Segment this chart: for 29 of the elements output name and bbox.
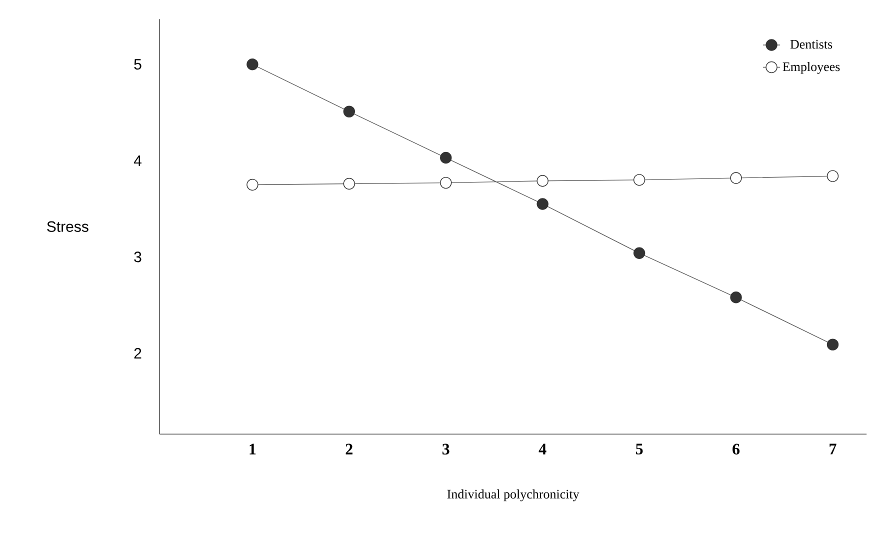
x-tick-label: 6 [732, 444, 740, 455]
x-tick-label: 5 [636, 444, 643, 454]
x-axis-title: Individual polychronicity [447, 489, 580, 502]
x-tick-label: 4 [538, 444, 546, 454]
x-tick-label: 3 [442, 444, 450, 455]
point [730, 172, 742, 184]
y-tick-label: 3 [134, 252, 142, 262]
point [440, 152, 452, 164]
point [246, 58, 258, 70]
point [343, 106, 355, 118]
x-tick-label: 2 [346, 444, 352, 454]
point [343, 178, 355, 190]
y-axis-title: Stress [47, 221, 88, 232]
x-tick-label: 1 [250, 444, 256, 454]
point [633, 174, 646, 186]
y-tick-label: 5 [134, 59, 142, 70]
point [826, 170, 839, 182]
point [730, 292, 742, 304]
point [536, 175, 548, 187]
point [536, 198, 548, 210]
x-tick-label: 7 [830, 444, 836, 454]
legend-label: Dentists [790, 40, 832, 49]
point [633, 247, 646, 259]
point [246, 178, 258, 191]
point [826, 338, 839, 350]
point [440, 176, 452, 189]
legend-label: Employees [782, 62, 840, 74]
y-tick-label: 2 [134, 348, 142, 358]
y-tick-label: 4 [134, 156, 142, 166]
